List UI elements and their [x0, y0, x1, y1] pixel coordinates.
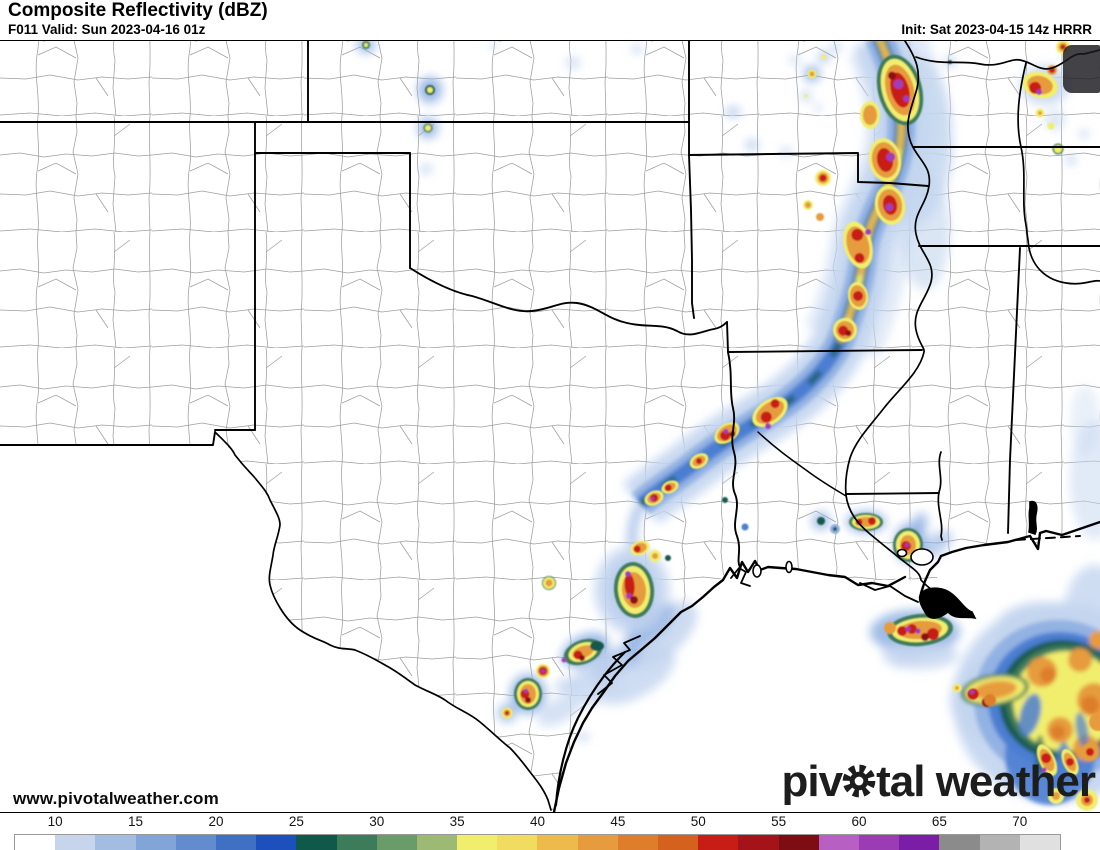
map-header: Composite Reflectivity (dBZ) F011 Valid:… — [0, 0, 1100, 40]
colorbar-cell — [457, 835, 498, 850]
colorbar-cell — [497, 835, 538, 850]
colorbar-tick-label: 25 — [288, 814, 304, 829]
colorbar-tick-label: 45 — [610, 814, 626, 829]
colorbar-tick-label: 55 — [771, 814, 787, 829]
colorbar-tick-label: 20 — [208, 814, 224, 829]
colorbar-cell — [296, 835, 337, 850]
valid-time-label: F011 Valid: Sun 2023-04-16 01z — [8, 22, 206, 37]
colorbar-cell — [818, 835, 859, 850]
colorbar-tick-label: 60 — [851, 814, 867, 829]
colorbar-tick-label: 10 — [47, 814, 63, 829]
water-features-layer — [752, 500, 1038, 620]
colorbar-cell — [55, 835, 96, 850]
colorbar-cell — [175, 835, 216, 850]
pivotal-weather-logo: piv tal weather — [781, 757, 1096, 806]
colorbar-cell — [15, 835, 56, 850]
colorbar-cell — [577, 835, 618, 850]
radar-reflectivity-layer — [357, 41, 1100, 811]
colorbar-cell — [858, 835, 900, 850]
colorbar-tick-label: 40 — [529, 814, 546, 829]
colorbar-cell — [537, 835, 578, 850]
state-borders-layer — [0, 41, 1100, 568]
colorbar-cell — [256, 835, 297, 850]
colorbar-cell — [617, 835, 658, 850]
dark-overlay-tile — [1063, 45, 1100, 93]
logo-text-suffix: tal weather — [876, 757, 1096, 806]
colorbar-cell — [336, 835, 377, 850]
colorbar-tick-label: 15 — [128, 814, 144, 829]
colorbar-cell — [95, 835, 136, 850]
colorbar-tick-label: 70 — [1012, 814, 1028, 829]
map-canvas[interactable] — [0, 40, 1100, 813]
colorbar-cell — [658, 835, 699, 850]
coastline-layer — [552, 520, 1100, 812]
colorbar-cell — [778, 835, 819, 850]
colorbar-tick-label: 50 — [690, 814, 706, 829]
colorbar-cell — [939, 835, 980, 850]
colorbar-cell — [899, 835, 940, 850]
page-title: Composite Reflectivity (dBZ) — [8, 0, 268, 21]
colorbar-cell — [416, 835, 458, 850]
colorbar-tick-labels: 10 15 20 25 30 35 40 45 50 55 60 65 70 — [15, 814, 1060, 833]
colorbar-cell — [698, 835, 739, 850]
watermark-url: www.pivotalweather.com — [13, 789, 219, 808]
colorbar-cell — [376, 835, 417, 850]
colorbar-cell — [1019, 835, 1060, 850]
colorbar-cell — [979, 835, 1020, 850]
colorbar-cells — [14, 834, 1061, 850]
colorbar-tick-label: 30 — [369, 814, 385, 829]
logo-text-prefix: piv — [781, 757, 844, 806]
colorbar-tick-label: 35 — [449, 814, 465, 829]
gear-icon — [842, 764, 876, 798]
colorbar-tick-label: 65 — [931, 814, 947, 829]
colorbar-cell — [738, 835, 779, 850]
mississippi-delta — [918, 587, 977, 620]
init-time-label: Init: Sat 2023-04-15 14z HRRR — [901, 22, 1092, 37]
colorbar-cell — [135, 835, 176, 850]
colorbar-cell — [215, 835, 257, 850]
